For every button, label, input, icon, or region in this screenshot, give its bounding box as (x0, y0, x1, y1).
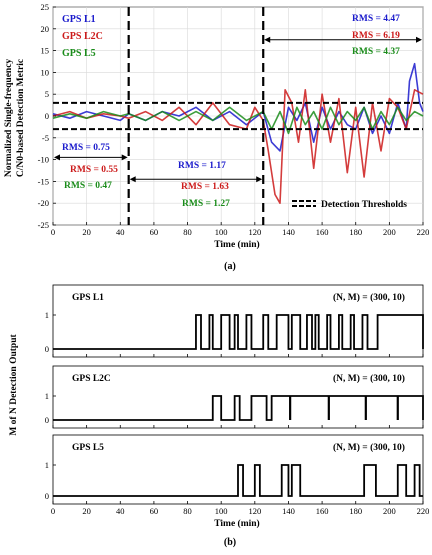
subplot-0-step-line (53, 314, 424, 350)
x-tick-label-11: 220 (417, 506, 430, 516)
x-tick-label-2: 40 (116, 506, 125, 516)
plot-b-x-ticks: 0 20 40 60 80 100 120 140 160 180 200 220 (51, 506, 430, 516)
subplot-0-y-tick-label-1: 1 (45, 310, 49, 320)
plot-b-panel-label: (b) (224, 537, 236, 548)
rms-label-3: RMS = 1.17 (178, 161, 226, 171)
y-tick-label-10: 25 (41, 2, 50, 12)
legend-entry-0: GPS L1 (62, 14, 96, 25)
subplot-1: 0 1 GPS L2C (N, M) = (300, 10) (45, 365, 424, 429)
subplot-2: 0 1 GPS L5 (N, M) = (300, 10) (45, 434, 424, 505)
plot-a-x-ticks: 0 20 40 60 80 100 120 140 160 180 200 220 (51, 222, 430, 237)
legend-entry-1: GPS L2C (62, 31, 103, 42)
x-tick-label-5: 100 (215, 227, 228, 237)
subplot-2-step-line (53, 464, 423, 497)
panel-a: 0 20 40 60 80 100 120 140 160 180 200 220 -25-20-15… (4, 2, 429, 272)
y-tick-label-4: -5 (42, 133, 49, 143)
subplot-1-step-line (53, 395, 424, 421)
plot-a-legend: GPS L1 GPS L2C GPS L5 Detection Thresholds (62, 14, 407, 210)
y-tick-label-9: 20 (41, 24, 50, 34)
subplot-2-y-tick-label-1: 1 (45, 460, 49, 470)
segment-arrowhead-left-0 (54, 154, 60, 161)
x-tick-label-7: 140 (282, 227, 295, 237)
plot-a-y-axis-label-line2: C/N0-based Detection Metric (16, 59, 26, 177)
subplot-2-y-tick-label-0: 0 (45, 491, 49, 501)
x-tick-label-0: 0 (51, 227, 55, 237)
subplot-1-annotation: (N, M) = (300, 10) (333, 373, 405, 384)
rms-label-2: RMS = 0.47 (64, 181, 112, 191)
plot-a-segment-boundaries (54, 7, 422, 225)
y-tick-label-8: 15 (41, 46, 50, 56)
x-tick-label-11: 220 (417, 227, 430, 237)
segment-arrowhead-right-0 (121, 154, 128, 161)
x-tick-label-8: 160 (316, 227, 329, 237)
subplot-frame-2 (52, 434, 424, 505)
segment-arrowhead-right-1 (256, 176, 263, 183)
x-tick-label-10: 200 (383, 227, 396, 237)
rms-label-8: RMS = 4.37 (352, 47, 400, 57)
panel-b: 0 1 GPS L1 (N, M) = (300, 10) 0 1 GPS L2C (N, M… (9, 284, 430, 548)
y-tick-label-2: -15 (38, 176, 49, 186)
x-tick-label-6: 120 (248, 506, 261, 516)
legend-threshold-label: Detection Thresholds (321, 200, 407, 210)
x-tick-label-0: 0 (51, 506, 55, 516)
subplot-0-y-tick-label-0: 0 (45, 344, 49, 354)
rms-label-0: RMS = 0.75 (62, 143, 110, 153)
x-tick-label-3: 60 (150, 227, 159, 237)
y-tick-label-6: 5 (45, 89, 49, 99)
x-tick-label-9: 180 (349, 506, 362, 516)
x-tick-label-1: 20 (82, 506, 91, 516)
rms-label-7: RMS = 6.19 (352, 31, 400, 41)
plot-a-y-ticks: -25 -20 -15 -10 -5 0 5 10 15 20 25 (38, 2, 56, 230)
subplot-0: 0 1 GPS L1 (N, M) = (300, 10) (45, 284, 424, 358)
plot-b-subplots: 0 1 GPS L1 (N, M) = (300, 10) 0 1 GPS L2C (N, M… (45, 284, 424, 505)
plot-a-y-axis-label-line1: Normalized Single-frequency (4, 59, 14, 178)
subplot-0-annotation: (N, M) = (300, 10) (333, 292, 405, 303)
subplot-2-title: GPS L5 (72, 443, 104, 453)
rms-label-6: RMS = 4.47 (352, 14, 400, 24)
segment-arrowhead-left-2 (264, 36, 271, 43)
legend-entry-2: GPS L5 (62, 48, 96, 59)
rms-label-5: RMS = 1.27 (182, 199, 230, 209)
y-tick-label-0: -25 (38, 220, 49, 230)
subplot-0-title: GPS L1 (72, 293, 104, 303)
plot-a-thresholds (53, 101, 423, 131)
plot-a-series (52, 62, 424, 204)
x-tick-label-5: 100 (215, 506, 228, 516)
x-tick-label-9: 180 (349, 227, 362, 237)
subplot-1-y-tick-label-1: 1 (45, 391, 49, 401)
x-tick-label-6: 120 (248, 227, 261, 237)
x-tick-label-1: 20 (82, 227, 91, 237)
x-tick-label-7: 140 (282, 506, 295, 516)
segment-arrowhead-left-1 (129, 176, 136, 183)
x-tick-label-2: 40 (116, 227, 125, 237)
x-tick-label-10: 200 (383, 506, 396, 516)
y-tick-label-5: 0 (45, 111, 49, 121)
subplot-1-y-tick-label-0: 0 (45, 415, 49, 425)
rms-label-1: RMS = 0.55 (70, 165, 118, 175)
plot-a-rms-annotations: RMS = 0.75 RMS = 0.55 RMS = 0.47 RMS = 1.17… (62, 14, 400, 209)
series-line-1 (52, 89, 424, 204)
x-tick-label-3: 60 (150, 506, 159, 516)
plot-a-grid (52, 6, 424, 226)
y-tick-label-3: -10 (38, 155, 49, 165)
rms-label-4: RMS = 1.63 (181, 182, 229, 192)
x-tick-label-4: 80 (183, 506, 192, 516)
y-tick-label-7: 10 (41, 67, 50, 77)
y-tick-label-1: -20 (38, 198, 49, 208)
series-line-2 (52, 106, 424, 135)
segment-arrowhead-right-2 (416, 36, 422, 43)
plot-b-y-axis-label: M of N Detection Output (9, 334, 19, 436)
subplot-1-title: GPS L2C (72, 374, 111, 384)
subplot-2-annotation: (N, M) = (300, 10) (333, 442, 405, 453)
x-tick-label-4: 80 (183, 227, 192, 237)
plot-b-x-axis-label: Time (min) (214, 518, 259, 529)
plot-a-x-axis-label: Time (min) (214, 239, 259, 250)
x-tick-label-8: 160 (316, 506, 329, 516)
plot-a-panel-label: (a) (224, 261, 236, 272)
